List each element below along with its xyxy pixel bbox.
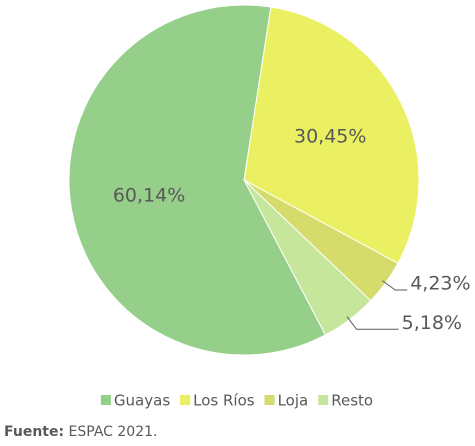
source: Fuente: ESPAC 2021. bbox=[4, 424, 157, 440]
legend-label: Resto bbox=[331, 392, 373, 410]
pie: 30,45% 4,23% 5,18% 60,14% bbox=[68, 4, 471, 356]
legend-label: Guayas bbox=[114, 392, 170, 410]
leader-line bbox=[346, 316, 399, 330]
slice bbox=[68, 4, 327, 356]
data-label: 4,23% bbox=[410, 273, 470, 295]
data-label: 60,14% bbox=[113, 184, 185, 206]
legend-swatch bbox=[180, 395, 191, 405]
source-text: ESPAC 2021. bbox=[69, 424, 158, 440]
data-label: 30,45% bbox=[294, 126, 366, 148]
legend: Guayas Los Ríos Loja Resto bbox=[100, 392, 373, 410]
legend-label: Loja bbox=[278, 392, 309, 410]
legend-swatch bbox=[100, 395, 111, 405]
leader-line bbox=[381, 280, 408, 291]
legend-swatch bbox=[318, 395, 329, 405]
slice bbox=[243, 6, 420, 264]
legend-swatch bbox=[264, 395, 275, 405]
source-label: Fuente: bbox=[4, 424, 64, 440]
data-label: 5,18% bbox=[402, 312, 462, 334]
legend-label: Los Ríos bbox=[193, 392, 255, 410]
